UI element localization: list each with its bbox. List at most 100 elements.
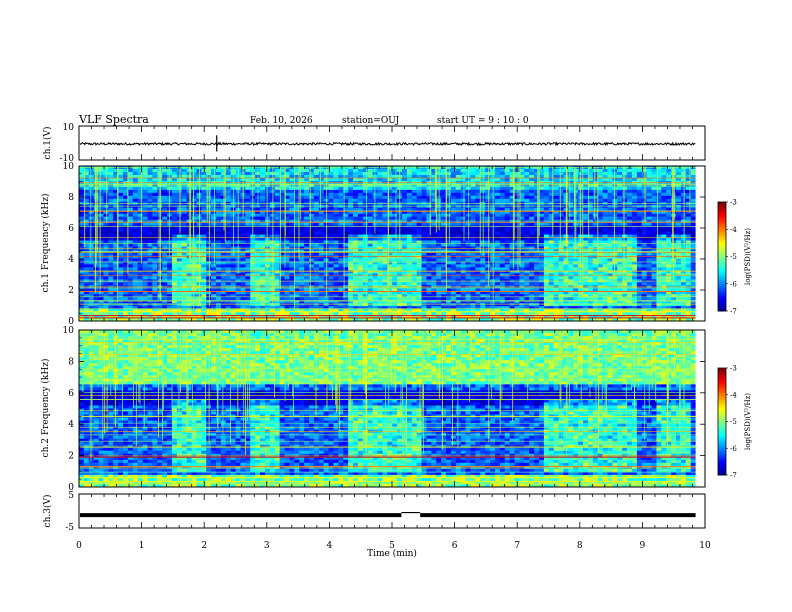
spectrogram-cell bbox=[181, 195, 188, 200]
spectrogram-cell bbox=[304, 177, 310, 182]
spectrogram-cell bbox=[411, 267, 418, 271]
spectrogram-cell bbox=[167, 282, 173, 286]
spectrogram-cell bbox=[88, 198, 95, 203]
spectrogram-cell bbox=[260, 207, 266, 212]
spectrogram-cell bbox=[171, 186, 178, 191]
spectrogram-cell bbox=[108, 297, 114, 301]
spectrogram-cell bbox=[147, 297, 153, 301]
spectrogram-cell bbox=[264, 183, 271, 188]
spectrogram-cell bbox=[485, 228, 491, 232]
spectrogram-cell bbox=[167, 243, 173, 247]
spectrogram-cell bbox=[152, 294, 158, 298]
spectrogram-cell bbox=[338, 237, 344, 241]
spectrogram-cell bbox=[171, 315, 178, 319]
spectrogram-cell bbox=[255, 255, 261, 259]
spectrogram-cell bbox=[137, 252, 144, 256]
spectrogram-cell bbox=[529, 171, 535, 176]
spectrogram-cell bbox=[235, 303, 241, 307]
spectrogram-cell bbox=[108, 222, 114, 227]
spectrogram-cell bbox=[79, 195, 85, 200]
spectrogram-cell bbox=[260, 288, 266, 292]
spectrogram-cell bbox=[211, 225, 217, 229]
spectrogram-cell bbox=[196, 264, 202, 268]
spectrogram-cell bbox=[167, 315, 173, 319]
spectrogram-cell bbox=[98, 171, 104, 176]
spectrogram-cell bbox=[367, 315, 374, 319]
spectrogram-cell bbox=[240, 216, 246, 221]
spectrogram-cell bbox=[274, 240, 281, 244]
spectrogram-cell bbox=[426, 189, 432, 194]
spectrogram-cell bbox=[196, 306, 202, 310]
spectrogram-cell bbox=[499, 282, 506, 286]
spectrogram-cell bbox=[431, 216, 437, 221]
spectrogram-cell bbox=[201, 192, 207, 197]
spectrogram-cell bbox=[245, 222, 251, 227]
spectrogram-cell bbox=[328, 267, 334, 271]
spectrogram-cell bbox=[250, 312, 256, 316]
spectrogram-cell bbox=[279, 210, 285, 215]
spectrogram-cell bbox=[406, 213, 413, 218]
spectrogram-cell bbox=[294, 255, 300, 259]
spectrogram-cell bbox=[191, 300, 197, 304]
spectrogram-cell bbox=[230, 264, 236, 268]
spectrogram-cell bbox=[431, 312, 437, 316]
spectrogram-cell bbox=[441, 195, 447, 200]
spectrogram-cell bbox=[88, 270, 95, 274]
spectrogram-cell bbox=[220, 168, 227, 173]
spectrogram-cell bbox=[490, 195, 496, 200]
spectrogram-cell bbox=[318, 267, 325, 271]
spectrogram-cell bbox=[372, 288, 378, 292]
spectrogram-cell bbox=[294, 177, 300, 182]
spectrogram-cell bbox=[436, 258, 442, 262]
spectrogram-cell bbox=[167, 294, 173, 298]
spectrogram-cell bbox=[426, 213, 432, 218]
spectrogram-cell bbox=[162, 210, 168, 215]
spectrogram-cell bbox=[387, 276, 393, 280]
spectrogram-cell bbox=[191, 303, 197, 307]
spectrogram-cell bbox=[357, 183, 364, 188]
spectrogram-cell bbox=[455, 177, 462, 182]
spectrogram-cell bbox=[132, 234, 139, 238]
spectrogram-cell bbox=[377, 237, 383, 241]
spectrogram-cell bbox=[382, 300, 388, 304]
spectrogram-cell bbox=[191, 258, 197, 262]
spectrogram-cell bbox=[475, 258, 481, 262]
spectrogram-cell bbox=[264, 237, 271, 241]
spectrogram-cell bbox=[103, 243, 109, 247]
spectrogram-cell bbox=[274, 267, 281, 271]
spectrogram-cell bbox=[353, 240, 359, 244]
spectrogram-cell bbox=[304, 297, 310, 301]
spectrogram-cell bbox=[137, 264, 144, 268]
spectrogram-cell bbox=[499, 213, 506, 218]
spectrogram-cell bbox=[88, 312, 95, 316]
spectrogram-cell bbox=[357, 258, 364, 262]
spectrogram-cell bbox=[426, 264, 432, 268]
spectrogram-cell bbox=[245, 177, 251, 182]
spectrogram-cell bbox=[328, 186, 334, 191]
spectrogram-cell bbox=[250, 303, 256, 307]
spectrogram-cell bbox=[206, 183, 212, 188]
spectrogram-cell bbox=[465, 231, 471, 235]
spectrogram-cell bbox=[181, 315, 188, 319]
spectrogram-cell bbox=[123, 309, 129, 313]
spectrogram-cell bbox=[260, 309, 266, 313]
spectrogram-cell bbox=[137, 258, 144, 262]
spectrogram-cell bbox=[480, 312, 486, 316]
spectrogram-cell bbox=[348, 168, 354, 173]
spectrogram-cell bbox=[534, 222, 540, 227]
spectrogram-cell bbox=[299, 195, 305, 200]
spectrogram-cell bbox=[176, 216, 183, 221]
spectrogram-cell bbox=[127, 216, 134, 221]
spectrogram-cell bbox=[377, 168, 383, 173]
spectrogram-cell bbox=[294, 171, 300, 176]
spectrogram-cell bbox=[206, 210, 212, 215]
spectrogram-cell bbox=[328, 318, 334, 322]
spectrogram-cell bbox=[196, 267, 202, 271]
spectrogram-cell bbox=[118, 264, 124, 268]
spectrogram-cell bbox=[426, 171, 432, 176]
spectrogram-cell bbox=[362, 189, 369, 194]
spectrogram-cell bbox=[142, 234, 148, 238]
spectrogram-cell bbox=[220, 267, 227, 271]
spectrogram-cell bbox=[299, 282, 305, 286]
spectrogram-cell bbox=[279, 297, 285, 301]
